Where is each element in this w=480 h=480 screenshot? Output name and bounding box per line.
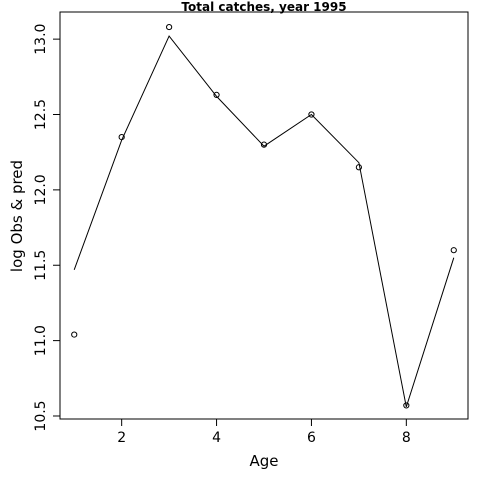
observed-point-6 <box>308 111 315 118</box>
observed-point-3 <box>166 23 173 31</box>
predicted-line <box>73 35 455 408</box>
x-tick-label-2: 6 <box>307 430 316 446</box>
observed-point-8 <box>403 402 410 409</box>
observed-series <box>71 23 457 409</box>
x-tick-label-3: 8 <box>402 430 411 446</box>
observed-point-4 <box>213 91 220 99</box>
y-tick-label-4: 12.5 <box>33 99 49 130</box>
observed-point-2 <box>118 134 125 141</box>
x-axis-label: Age <box>249 452 278 470</box>
observed-point-1 <box>71 331 78 338</box>
x-axis: 2 4 6 8 <box>117 419 411 446</box>
x-tick-label-0: 2 <box>117 430 126 446</box>
chart-title: Total catches, year 1995 <box>181 0 346 14</box>
y-tick-label-5: 13.0 <box>33 24 49 55</box>
y-axis: 10.5 11.0 11.5 12.0 12.5 13.0 <box>33 24 60 432</box>
observed-point-5 <box>260 141 268 148</box>
y-tick-label-1: 11.0 <box>33 325 49 356</box>
predicted-series <box>73 35 455 408</box>
y-tick-label-0: 10.5 <box>33 400 49 431</box>
observed-point-9 <box>450 247 457 254</box>
y-tick-label-3: 12.0 <box>33 174 49 205</box>
y-axis-label: log Obs & pred <box>8 160 26 272</box>
plot-frame <box>59 11 469 420</box>
observed-point-7 <box>355 164 362 171</box>
y-tick-label-2: 11.5 <box>33 250 49 281</box>
x-tick-label-1: 4 <box>212 430 221 446</box>
